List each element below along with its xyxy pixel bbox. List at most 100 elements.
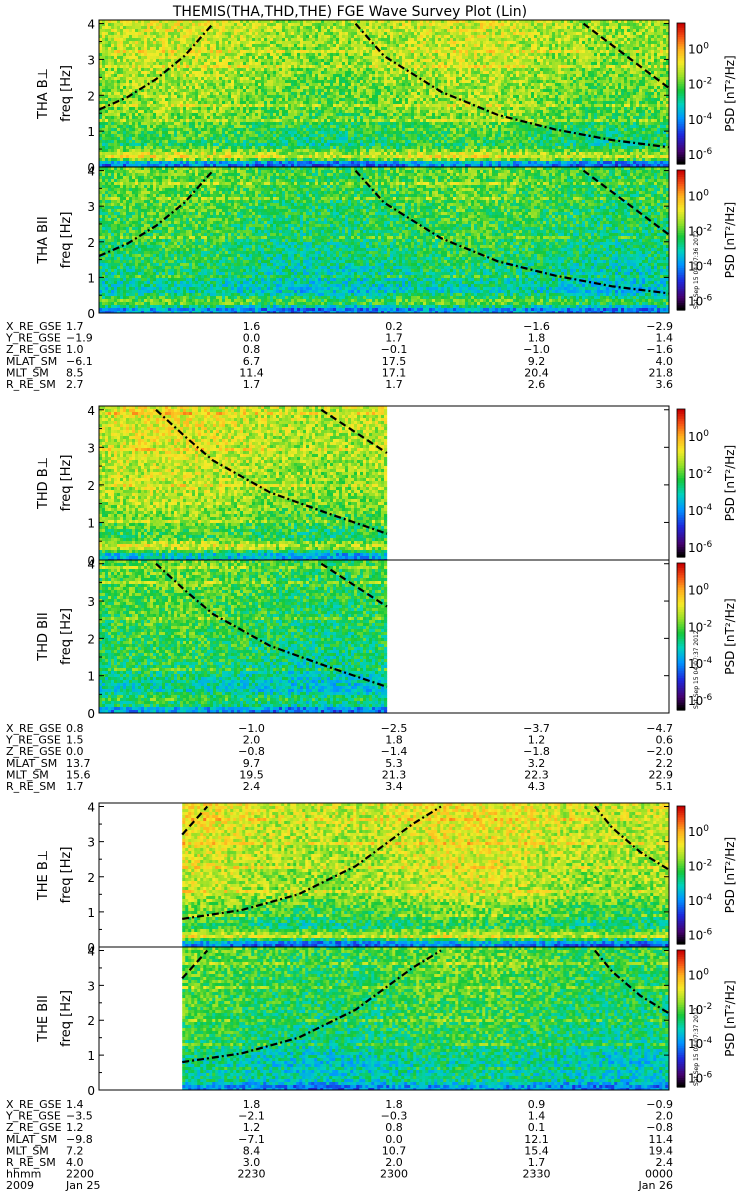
heatmap-cell [378,53,381,56]
heatmap-cell [336,53,339,56]
heatmap-cell [333,80,336,83]
heatmap-cell [525,74,528,77]
heatmap-cell [306,56,309,59]
heatmap-cell [186,65,189,68]
heatmap-cell [612,50,615,53]
heatmap-cell [126,38,129,41]
heatmap-cell [627,86,630,89]
heatmap-cell [231,86,234,89]
heatmap-cell [654,65,657,68]
heatmap-cell [510,47,513,50]
heatmap-cell [141,41,144,44]
heatmap-cell [147,62,150,65]
heatmap-cell [357,83,360,86]
heatmap-cell [150,86,153,89]
heatmap-cell [234,95,237,98]
heatmap-cell [468,62,471,65]
heatmap-cell [177,83,180,86]
heatmap-cell [180,95,183,98]
heatmap-cell [480,32,483,35]
heatmap-cell [576,68,579,71]
heatmap-cell [285,65,288,68]
heatmap-cell [150,92,153,95]
heatmap-cell [141,50,144,53]
heatmap-cell [627,80,630,83]
heatmap-cell [489,56,492,59]
heatmap-cell [438,29,441,32]
heatmap-cell [612,89,615,92]
heatmap-cell [138,83,141,86]
heatmap-cell [642,83,645,86]
heatmap-cell [525,86,528,89]
heatmap-cell [195,77,198,80]
heatmap-cell [543,35,546,38]
heatmap-cell [657,86,660,89]
heatmap-cell [243,86,246,89]
heatmap-cell [390,95,393,98]
heatmap-cell [210,65,213,68]
heatmap-cell [432,29,435,32]
heatmap-cell [132,44,135,47]
heatmap-cell [333,89,336,92]
heatmap-cell [423,74,426,77]
heatmap-cell [132,80,135,83]
heatmap-cell [636,68,639,71]
heatmap-cell [336,29,339,32]
heatmap-cell [297,59,300,62]
heatmap-cell [459,74,462,77]
heatmap-cell [642,74,645,77]
heatmap-cell [402,92,405,95]
heatmap-cell [630,74,633,77]
heatmap-cell [504,65,507,68]
heatmap-cell [567,74,570,77]
heatmap-cell [225,71,228,74]
heatmap-cell [468,74,471,77]
heatmap-cell [591,68,594,71]
heatmap-cell [174,71,177,74]
heatmap-cell [174,92,177,95]
heatmap-cell [447,44,450,47]
heatmap-cell [525,89,528,92]
heatmap-cell [567,86,570,89]
heatmap-cell [132,62,135,65]
heatmap-cell [399,95,402,98]
heatmap-cell [417,65,420,68]
heatmap-cell [309,29,312,32]
heatmap-cell [129,59,132,62]
heatmap-cell [141,74,144,77]
heatmap-cell [471,38,474,41]
heatmap-cell [171,56,174,59]
heatmap-cell [135,41,138,44]
heatmap-cell [642,47,645,50]
heatmap-cell [498,35,501,38]
heatmap-cell [240,68,243,71]
heatmap-cell [447,71,450,74]
heatmap-cell [372,86,375,89]
heatmap-cell [627,53,630,56]
heatmap-cell [264,53,267,56]
heatmap-cell [369,26,372,29]
heatmap-cell [600,47,603,50]
heatmap-cell [390,47,393,50]
heatmap-cell [513,86,516,89]
heatmap-cell [573,50,576,53]
heatmap-cell [381,23,384,26]
heatmap-cell [495,80,498,83]
heatmap-cell [525,50,528,53]
heatmap-cell [594,89,597,92]
heatmap-cell [582,29,585,32]
heatmap-cell [207,53,210,56]
heatmap-cell [102,35,105,38]
heatmap-cell [624,26,627,29]
heatmap-cell [417,71,420,74]
heatmap-cell [363,23,366,26]
heatmap-cell [108,29,111,32]
heatmap-cell [525,62,528,65]
heatmap-cell [312,74,315,77]
heatmap-cell [633,86,636,89]
heatmap-cell [606,68,609,71]
heatmap-cell [222,65,225,68]
heatmap-cell [222,50,225,53]
heatmap-cell [234,29,237,32]
heatmap-cell [510,68,513,71]
